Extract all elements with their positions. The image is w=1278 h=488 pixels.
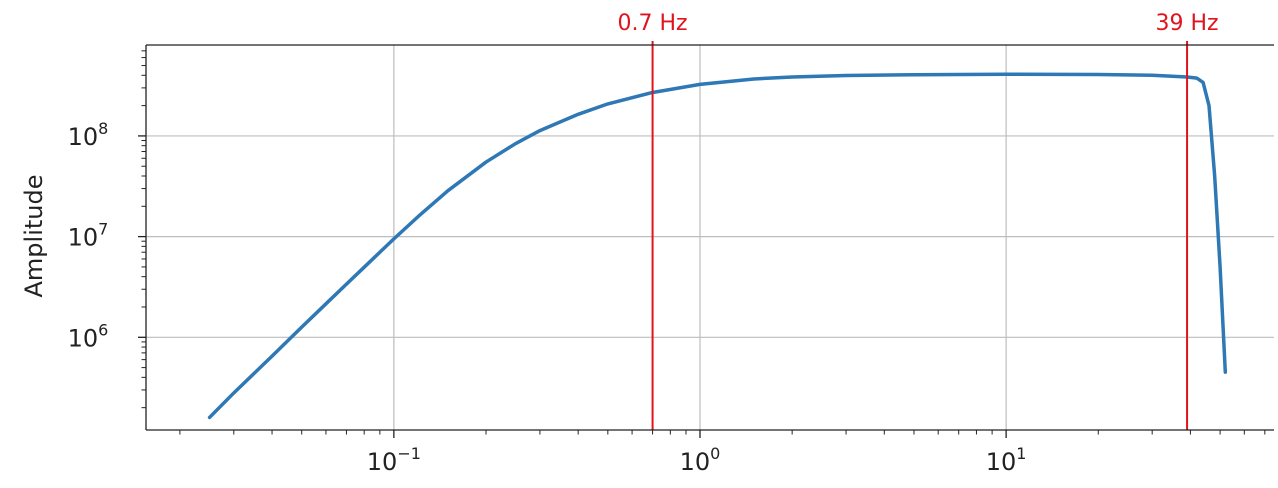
y-axis-label: Amplitude (20, 175, 48, 298)
y-tick-label: 107 (68, 220, 109, 252)
tick-labels: 10−1 100 101 106 107 108 (68, 119, 1027, 476)
marker-label: 0.7 Hz (618, 11, 688, 36)
y-tick-label: 106 (68, 320, 109, 352)
axes-frame (145, 44, 1274, 431)
x-tick-label: 101 (986, 444, 1027, 476)
minor-ticks (141, 50, 1266, 435)
major-ticks (138, 135, 1007, 438)
series-line (207, 72, 1228, 420)
marker-label: 39 Hz (1156, 11, 1219, 36)
y-tick-label: 108 (68, 119, 109, 151)
frequency-markers: 0.7 Hz 39 Hz (618, 11, 1219, 430)
grid-lines (146, 45, 1274, 430)
x-tick-label: 100 (680, 444, 721, 476)
x-tick-label: 10−1 (367, 444, 421, 476)
